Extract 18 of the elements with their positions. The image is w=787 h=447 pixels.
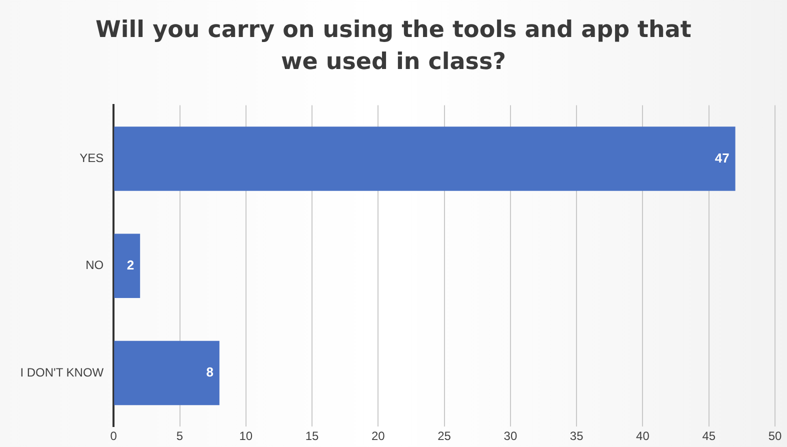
y-tick-label: NO <box>86 258 104 272</box>
x-tick-label: 5 <box>176 429 184 444</box>
x-tick-label: 45 <box>702 429 716 444</box>
y-tick-label: YES <box>80 151 104 166</box>
data-label: 2 <box>126 257 134 272</box>
x-tick-label: 25 <box>438 429 452 444</box>
x-tick-label: 15 <box>305 429 320 444</box>
y-tick-label: I DON'T KNOW <box>20 365 104 380</box>
x-tick-label: 40 <box>636 429 650 444</box>
x-tick-label: 50 <box>768 429 782 444</box>
x-tick-label: 30 <box>504 429 518 444</box>
x-tick-label: 10 <box>239 429 253 444</box>
data-label: 8 <box>206 364 214 380</box>
x-tick-label: 20 <box>371 429 386 444</box>
x-tick-label: 35 <box>570 429 584 444</box>
chart-title: Will you carry on using the tools and app that we used in class? <box>94 16 692 77</box>
data-label: 47 <box>714 150 730 166</box>
x-tick-label: 0 <box>110 429 118 444</box>
